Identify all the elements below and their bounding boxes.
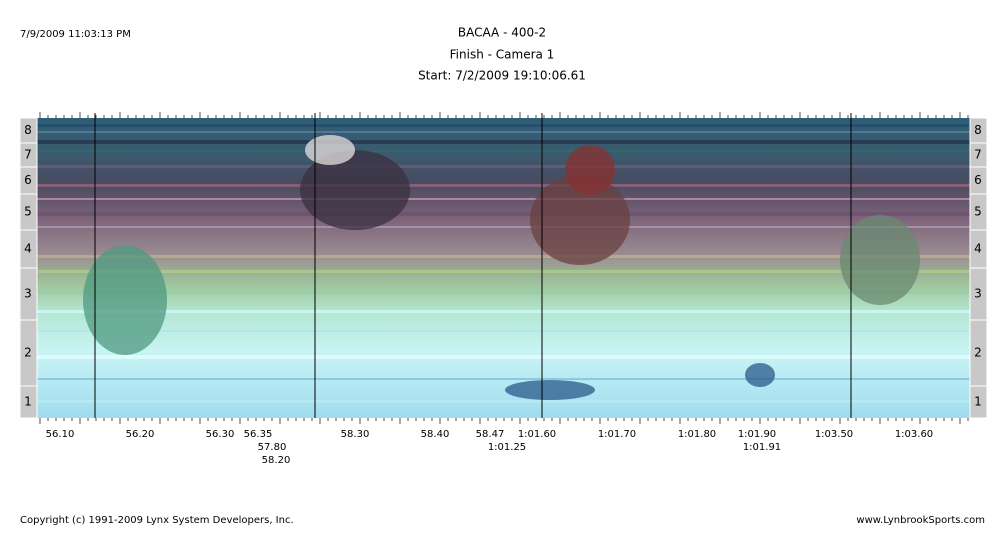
runner (505, 380, 595, 400)
lane-number: 7 (24, 148, 32, 162)
time-label: 56.20 (126, 429, 155, 440)
time-label: 58.47 (476, 429, 505, 440)
title: BACAA - 400-2 (458, 26, 546, 40)
time-label: 58.40 (421, 429, 450, 440)
start-time: Start: 7/2/2009 19:10:06.61 (418, 69, 586, 83)
streak (37, 355, 970, 359)
streak (37, 226, 970, 228)
streak (37, 310, 970, 313)
streak (37, 240, 970, 243)
lane-number: 4 (974, 242, 982, 256)
streak (37, 378, 970, 380)
time-label: 1:01.25 (488, 442, 526, 453)
time-label: 58.30 (341, 429, 370, 440)
timestamp: 7/9/2009 11:03:13 PM (20, 29, 131, 40)
photo-background (37, 118, 970, 418)
time-label: 1:01.91 (743, 442, 781, 453)
time-label: 1:01.80 (678, 429, 716, 440)
streak (37, 400, 970, 403)
photo (37, 118, 970, 418)
runner (840, 215, 920, 305)
runner (565, 145, 615, 195)
streak (37, 255, 970, 258)
time-label: 1:01.90 (738, 429, 776, 440)
streak (37, 165, 970, 168)
lane-number: 1 (974, 395, 982, 409)
camera: Finish - Camera 1 (450, 48, 555, 62)
time-label: 1:01.70 (598, 429, 636, 440)
streak (37, 131, 970, 133)
time-label: 56.10 (46, 429, 75, 440)
streak (37, 330, 970, 332)
lane-number: 3 (24, 287, 32, 301)
time-label: 1:03.60 (895, 429, 933, 440)
runner (305, 135, 355, 165)
lane-number: 6 (24, 173, 32, 187)
streak (37, 270, 970, 273)
site: www.LynbrookSports.com (856, 515, 985, 526)
runner (745, 363, 775, 387)
lane-box (19, 385, 38, 419)
runner (300, 150, 410, 230)
lane-number: 8 (24, 123, 32, 137)
streak (37, 198, 970, 200)
time-label: 56.35 (244, 429, 273, 440)
time-label: 1:01.60 (518, 429, 556, 440)
lane-number: 6 (974, 173, 982, 187)
copyright: Copyright (c) 1991-2009 Lynx System Deve… (20, 515, 294, 526)
lane-number: 5 (24, 205, 32, 219)
time-label: 57.80 (258, 442, 287, 453)
time-label: 58.20 (262, 455, 291, 466)
lane-number: 2 (974, 346, 982, 360)
lane-number: 2 (24, 346, 32, 360)
time-label: 1:03.50 (815, 429, 853, 440)
streak (37, 212, 970, 216)
lane-number: 8 (974, 123, 982, 137)
lane-box (969, 385, 988, 419)
streak (37, 124, 970, 127)
runner (530, 175, 630, 265)
lane-number: 7 (974, 148, 982, 162)
lane-number: 1 (24, 395, 32, 409)
lane-number: 5 (974, 205, 982, 219)
lane-number: 4 (24, 242, 32, 256)
streak (37, 184, 970, 187)
streak (37, 290, 970, 294)
lane-number: 3 (974, 287, 982, 301)
time-label: 56.30 (206, 429, 235, 440)
streak (37, 150, 970, 152)
runner (83, 245, 167, 355)
streak (37, 140, 970, 144)
